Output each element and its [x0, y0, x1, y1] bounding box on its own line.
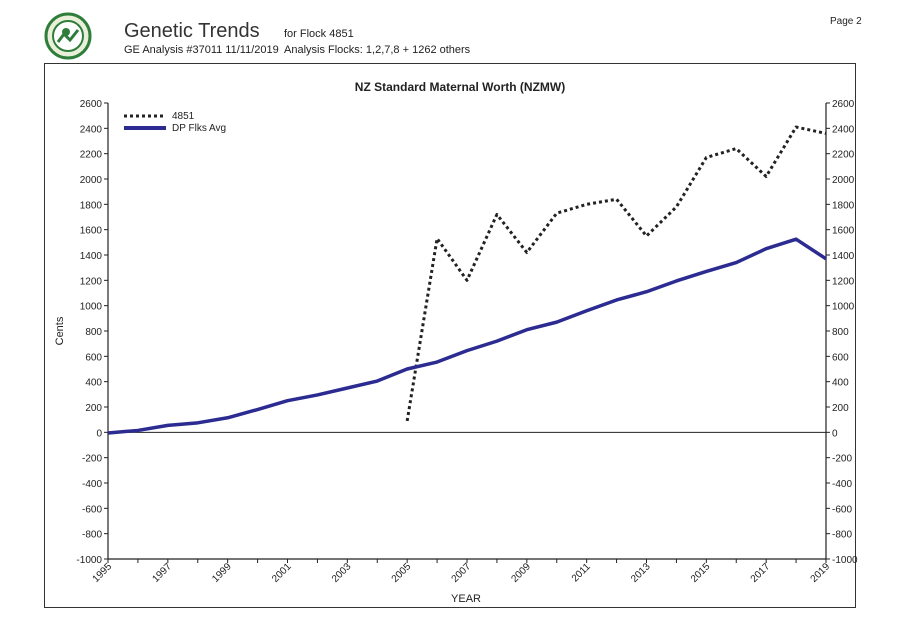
y-tick-label-right: -400: [832, 479, 852, 490]
y-tick-label-right: 1800: [832, 200, 855, 211]
y-tick-label-right: -600: [832, 504, 852, 515]
y-tick-label-right: -800: [832, 530, 852, 541]
flock-label: for Flock 4851: [284, 28, 354, 40]
y-tick-label: -400: [82, 479, 102, 490]
sil-logo-icon: [44, 12, 92, 60]
x-tick-label: 2013: [629, 561, 653, 585]
x-tick-label: 2001: [270, 561, 294, 585]
legend: 4851 DP Flks Avg: [124, 111, 226, 134]
legend-label-dp-flks-avg: DP Flks Avg: [172, 123, 226, 134]
y-tick-label-right: 2400: [832, 124, 855, 135]
y-tick-label-right: 800: [832, 327, 849, 338]
x-tick-label: 2007: [450, 561, 474, 585]
y-tick-label-right: 2600: [832, 99, 855, 110]
analysis-flocks-label: Analysis Flocks: 1,2,7,8 + 1262 others: [284, 44, 471, 56]
x-tick-label: 1999: [210, 561, 234, 585]
y-tick-label-right: 600: [832, 352, 849, 363]
analysis-label: GE Analysis #37011 11/11/2019: [124, 44, 279, 56]
y-tick-label: 800: [85, 327, 102, 338]
y-tick-label: 400: [85, 378, 102, 389]
y-tick-label: -600: [82, 504, 102, 515]
x-tick-label: 2005: [390, 561, 414, 585]
y-tick-label-right: 2200: [832, 150, 855, 161]
y-tick-label: 2000: [80, 175, 103, 186]
y-tick-label: 1000: [80, 302, 103, 313]
series-line-4851: [405, 125, 827, 422]
y-tick-label: 0: [96, 428, 102, 439]
y-tick-label-right: 200: [832, 403, 849, 414]
x-tick-label: 2011: [570, 561, 593, 584]
y-tick-label: -1000: [76, 555, 102, 566]
y-tick-label: 1200: [80, 276, 103, 287]
page-title: Genetic Trends: [124, 20, 260, 42]
x-tick-label: 1997: [150, 561, 174, 585]
y-tick-label-right: -1000: [832, 555, 858, 566]
y-tick-label: 200: [85, 403, 102, 414]
y-tick-label: 1600: [80, 226, 103, 237]
y-tick-label: 2200: [80, 150, 103, 161]
x-tick-label: 2017: [749, 561, 773, 585]
chart-title: NZ Standard Maternal Worth (NZMW): [355, 80, 565, 94]
y-tick-label-right: -200: [832, 454, 852, 465]
x-tick-label: 2015: [689, 561, 713, 585]
y-axis-label: Cents: [54, 316, 66, 345]
legend-label-4851: 4851: [172, 111, 195, 122]
y-tick-label-right: 1600: [832, 226, 855, 237]
x-axis-label: YEAR: [451, 593, 481, 605]
y-tick-label-right: 0: [832, 428, 838, 439]
y-tick-label: 2400: [80, 124, 103, 135]
y-tick-label: 1400: [80, 251, 103, 262]
y-tick-label: -800: [82, 530, 102, 541]
y-tick-label: 2600: [80, 99, 103, 110]
series-line-dp-flks-avg: [107, 237, 827, 435]
y-tick-label: 1800: [80, 200, 103, 211]
y-tick-label-right: 1400: [832, 251, 855, 262]
y-tick-label-right: 2000: [832, 175, 855, 186]
y-tick-label-right: 400: [832, 378, 849, 389]
y-tick-label: 600: [85, 352, 102, 363]
y-tick-label-right: 1000: [832, 302, 855, 313]
chart-frame: [44, 63, 856, 608]
page-number: Page 2: [830, 16, 862, 27]
x-tick-label: 2003: [330, 561, 354, 585]
x-tick-label: 2019: [809, 561, 833, 585]
y-tick-label: -200: [82, 454, 102, 465]
x-tick-label: 2009: [509, 561, 533, 585]
y-tick-label-right: 1200: [832, 276, 855, 287]
